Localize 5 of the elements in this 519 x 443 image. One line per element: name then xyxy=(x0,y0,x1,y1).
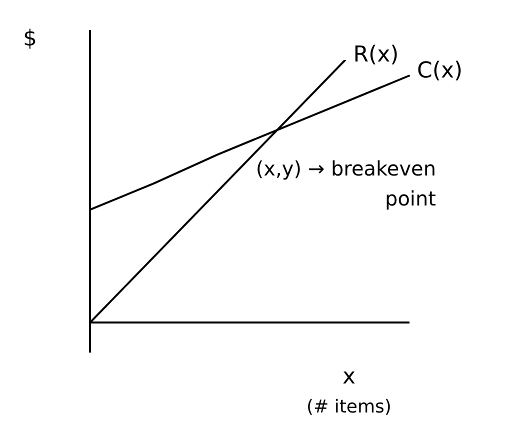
annotation: (x,y) → breakeven point xyxy=(256,156,436,210)
x-axis-title: x (# items) xyxy=(306,364,392,418)
y-axis-title: $ xyxy=(23,26,37,52)
series-label: R(x) xyxy=(353,42,399,68)
series-label: C(x) xyxy=(417,58,463,84)
